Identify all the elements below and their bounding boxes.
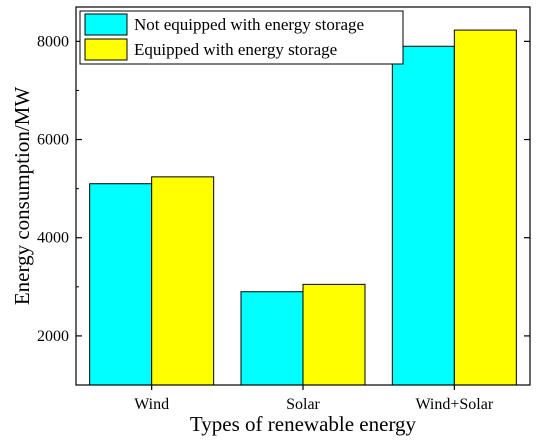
y-axis-title: Energy consumption/MW: [10, 87, 34, 306]
legend-swatch-equipped: [84, 38, 128, 61]
x-tick-label: Wind+Solar: [415, 396, 493, 413]
bar-solar-series-0: [240, 291, 304, 386]
bars-group: [89, 29, 517, 386]
bar-wind-series-0: [89, 183, 153, 386]
x-axis-title: Types of renewable energy: [190, 412, 417, 436]
y-tick-label: 4000: [37, 230, 69, 247]
y-tick-label: 8000: [37, 33, 69, 50]
legend-label-not-equipped: Not equipped with energy storage: [134, 15, 364, 34]
bar-wind-series-1: [151, 176, 215, 386]
bar-wind-solar-series-1: [453, 29, 517, 386]
x-tick-label: Wind: [134, 396, 169, 413]
legend-label-equipped: Equipped with energy storage: [134, 40, 337, 59]
bar-solar-series-1: [302, 283, 366, 386]
legend: Not equipped with energy storage Equippe…: [79, 10, 404, 65]
y-tick-label: 6000: [37, 132, 69, 149]
y-tick-label: 2000: [37, 328, 69, 345]
legend-box: [79, 10, 404, 65]
bar-wind-solar-series-0: [391, 45, 455, 386]
x-axis: Wind Solar Wind+Solar: [134, 385, 494, 413]
legend-swatch-not-equipped: [84, 13, 128, 36]
x-tick-label: Solar: [286, 396, 320, 413]
y-axis: 2000 4000 6000 8000: [37, 33, 530, 345]
